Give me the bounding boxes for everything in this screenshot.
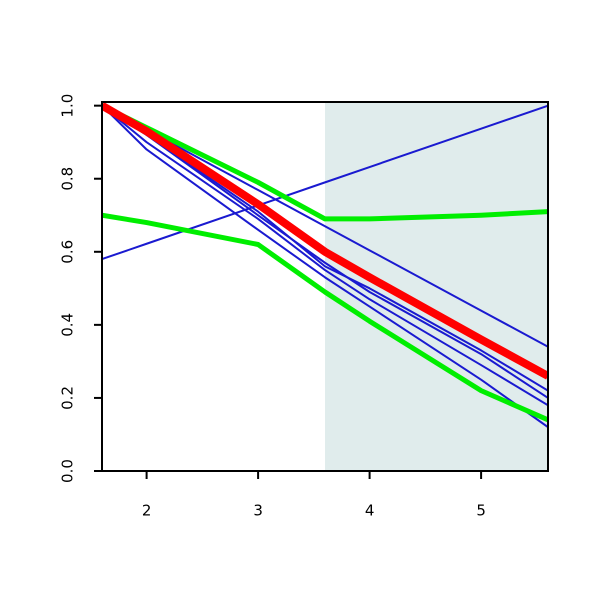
series-line — [102, 212, 548, 423]
x-tick-label: 5 — [476, 502, 486, 520]
y-tick-label: 0.6 — [59, 240, 77, 264]
x-tick-label: 2 — [142, 502, 152, 520]
x-tick-label: 3 — [253, 502, 263, 520]
y-tick-label: 0.4 — [59, 313, 77, 337]
plot-frame — [101, 101, 549, 472]
y-tick-label: 0.8 — [59, 167, 77, 191]
y-tick-label: 1.0 — [59, 94, 77, 118]
series-line — [102, 104, 548, 261]
y-tick-label: 0.2 — [59, 386, 77, 410]
series-line — [102, 104, 548, 407]
x-tick-label: 4 — [365, 502, 375, 520]
series-line — [102, 104, 548, 428]
y-tick-label: 0.0 — [59, 459, 77, 483]
series-line — [102, 102, 548, 380]
